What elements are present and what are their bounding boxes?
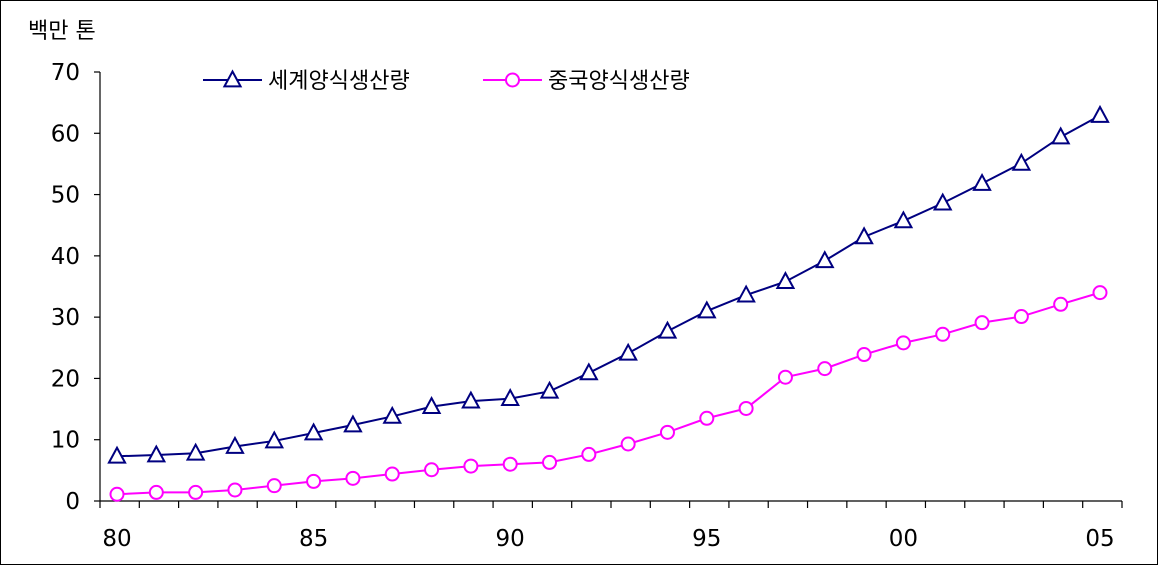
- data-point: [620, 436, 636, 452]
- data-point: [895, 335, 911, 351]
- data-point: [932, 192, 953, 211]
- data-point: [893, 210, 914, 229]
- data-point: [815, 250, 835, 269]
- legend: 세계양식생산량 중국양식생산량: [203, 69, 690, 94]
- data-point: [185, 442, 206, 461]
- data-point: [148, 484, 164, 500]
- data-point: [581, 446, 597, 462]
- data-point: [345, 470, 361, 486]
- legend-item: 세계양식생산량: [203, 69, 410, 94]
- data-point: [935, 326, 951, 342]
- legend-swatch-marker: [505, 72, 520, 88]
- data-point: [382, 405, 402, 424]
- data-point: [659, 424, 675, 440]
- data-point: [384, 466, 400, 482]
- data-point: [502, 456, 518, 472]
- data-point: [775, 271, 796, 289]
- data-point: [225, 435, 245, 454]
- x-tick-label: 90: [496, 526, 525, 552]
- y-unit-label: 백만 톤: [28, 19, 96, 44]
- data-point: [738, 400, 754, 416]
- data-point: [146, 444, 167, 463]
- legend-label: 중국양식생산량: [548, 69, 690, 94]
- data-point: [618, 342, 638, 361]
- data-point: [266, 478, 282, 494]
- y-tick-label: 20: [51, 366, 80, 392]
- data-point: [421, 396, 442, 414]
- y-tick-label: 70: [51, 60, 80, 86]
- data-point: [306, 473, 322, 489]
- series-layer: [107, 104, 1110, 502]
- data-point: [424, 462, 440, 478]
- y-tick-label: 50: [51, 183, 80, 209]
- x-tick-label: 00: [889, 526, 918, 552]
- series-1: [107, 104, 1110, 464]
- data-point: [1050, 126, 1071, 145]
- x-tick-label: 05: [1085, 526, 1114, 552]
- data-point: [817, 361, 833, 377]
- series-line: [116, 114, 1101, 458]
- y-tick-label: 40: [51, 244, 80, 270]
- data-point: [1011, 152, 1032, 171]
- x-tick-label: 80: [102, 526, 131, 552]
- data-point: [461, 390, 481, 409]
- data-point: [188, 484, 204, 500]
- data-point: [657, 320, 678, 339]
- data-point: [463, 458, 479, 474]
- data-point: [854, 226, 874, 245]
- data-point: [579, 362, 599, 381]
- data-point: [264, 430, 285, 449]
- axes: 0 10 20 30 40 50 60 70 80 85 90 95 00 05: [51, 60, 1123, 552]
- data-point: [542, 454, 558, 470]
- data-point: [1090, 104, 1110, 123]
- data-point: [109, 486, 125, 502]
- y-tick-label: 10: [51, 428, 80, 454]
- data-point: [1092, 285, 1108, 301]
- data-point: [227, 482, 243, 498]
- x-tick-label: 85: [299, 526, 328, 552]
- data-point: [539, 380, 560, 399]
- legend-swatch-marker: [222, 69, 243, 88]
- data-point: [974, 315, 990, 331]
- data-point: [303, 422, 324, 441]
- data-point: [1053, 296, 1069, 312]
- x-tick-label: 95: [692, 526, 721, 552]
- series-2: [109, 285, 1108, 502]
- data-point: [343, 414, 363, 433]
- legend-label: 세계양식생산량: [268, 69, 410, 94]
- data-point: [972, 172, 992, 191]
- series-line: [116, 291, 1101, 496]
- y-tick-label: 0: [65, 489, 80, 515]
- data-point: [736, 284, 756, 303]
- y-tick-label: 30: [51, 305, 80, 331]
- data-point: [1013, 309, 1029, 325]
- data-point: [107, 445, 127, 464]
- data-point: [699, 410, 715, 426]
- legend-item: 중국양식생산량: [483, 69, 690, 94]
- y-tick-label: 60: [51, 121, 80, 147]
- data-point: [697, 300, 717, 319]
- data-point: [500, 388, 520, 407]
- data-point: [777, 369, 793, 385]
- data-point: [856, 347, 872, 363]
